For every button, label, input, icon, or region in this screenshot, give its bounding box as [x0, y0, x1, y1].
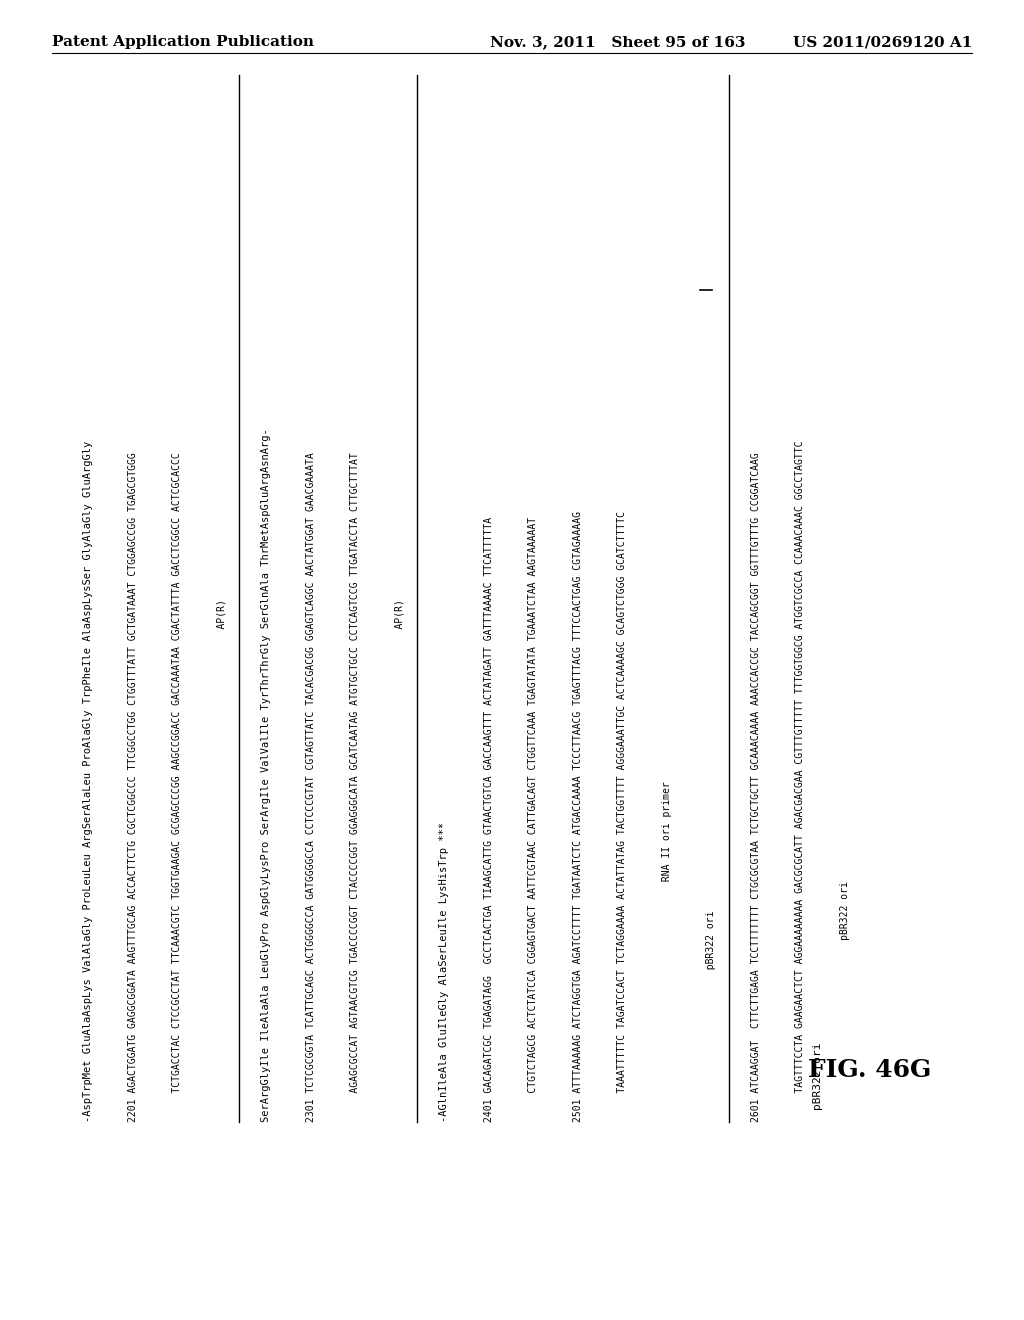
Text: Patent Application Publication: Patent Application Publication [52, 36, 314, 49]
Text: Nov. 3, 2011   Sheet 95 of 163: Nov. 3, 2011 Sheet 95 of 163 [490, 36, 745, 49]
Text: pBR322 ori: pBR322 ori [840, 882, 850, 1122]
Text: pBR322 ori: pBR322 ori [707, 911, 717, 1122]
Text: CTGTCTAGCG ACTCTATCCA CGGAGTGACT AATTCGTAAC CATTGACAGT CTGGTTCAAA TGAGTATATA TGA: CTGTCTAGCG ACTCTATCCA CGGAGTGACT AATTCGT… [528, 517, 539, 1122]
Text: -AGlnIleAla GluIleGly AlaSerLeuIle LysHisTrp ***: -AGlnIleAla GluIleGly AlaSerLeuIle LysHi… [439, 822, 450, 1122]
Text: AGAGCGCCAT AGTAACGTCG TGACCCCGGT CTACCCCGGT GGAGGGCATA GCATCAATAG ATGTGCTGCC CCT: AGAGCGCCAT AGTAACGTCG TGACCCCGGT CTACCCC… [350, 453, 360, 1122]
Text: FIG. 46G: FIG. 46G [808, 1059, 932, 1082]
Text: 2601 ATCAAGGAT  CTTCTTGAGA TCCTTTTTTT CTGCGCGTAA TCTGCTGCTT GCAAACAAAA AAACCACCG: 2601 ATCAAGGAT CTTCTTGAGA TCCTTTTTTT CTG… [751, 453, 761, 1122]
Text: TAGTTTCCTA GAAGAACTCT AGGAAAAAAAA GACGCGCATT AGACGACGAA CGTTTGTTTTT TTTGGTGGCG A: TAGTTTCCTA GAAGAACTCT AGGAAAAAAAA GACGCG… [796, 441, 806, 1122]
Text: RNA II ori primer: RNA II ori primer [662, 781, 672, 1122]
Text: 2401 GACAGATCGC TGAGATAGG  GCCTCACTGA TIAAGCATTG GTAACTGTCA GACCAAGTTT ACTATAGAT: 2401 GACAGATCGC TGAGATAGG GCCTCACTGA TIA… [483, 517, 494, 1122]
Text: US 2011/0269120 A1: US 2011/0269120 A1 [793, 36, 972, 49]
Text: 2501 ATTTAAAAAG ATCTAGGTGA AGATCCTTTT TGATAATCTC ATGACCAAAA TCCCTTAACG TGAGTTTAC: 2501 ATTTAAAAAG ATCTAGGTGA AGATCCTTTT TG… [572, 511, 583, 1122]
Text: 2301 TCTCGCGGTA TCATTGCAGC ACTGGGGCCA GATGGGGCCA CCTCCCGTAT CGTAGTTATC TACACGACG: 2301 TCTCGCGGTA TCATTGCAGC ACTGGGGCCA GA… [305, 453, 315, 1122]
Text: pBR322 ori: pBR322 ori [813, 1043, 822, 1110]
Text: AP(R): AP(R) [217, 599, 226, 1122]
Text: TAAATTTTTC TAGATCCACT TCTAGGAAAA ACTATTATAG TACTGGTTTT AGGGAAATTGC ACTCAAAAGC GC: TAAATTTTTC TAGATCCACT TCTAGGAAAA ACTATTA… [617, 511, 628, 1122]
Text: TCTGACCTAC CTCCGCCTAT TTCAAACGTC TGGTGAAGAC GCGAGCCCGG AAGCCGGACC GACCAAATAA CGA: TCTGACCTAC CTCCGCCTAT TTCAAACGTC TGGTGAA… [172, 453, 182, 1122]
Text: SerArgGlyIle IleAlaAla LeuGlyPro AspGlyLysPro SerArgIle ValValIle TyrThrThrGly S: SerArgGlyIle IleAlaAla LeuGlyPro AspGlyL… [261, 428, 271, 1122]
Text: -AspTrpMet GluAlaAspLys ValAlaGly ProLeuLeu ArgSerAlaLeu ProAlaGly TrpPheIle Ala: -AspTrpMet GluAlaAspLys ValAlaGly ProLeu… [83, 441, 93, 1122]
Text: AP(R): AP(R) [394, 599, 404, 1122]
Text: 2201 AGACTGGATG GAGGCGGATA AAGTTTGCAG ACCACTTCTG CGCTCGGCCC TTCGGCCTGG CTGGTTTAT: 2201 AGACTGGATG GAGGCGGATA AAGTTTGCAG AC… [128, 453, 137, 1122]
